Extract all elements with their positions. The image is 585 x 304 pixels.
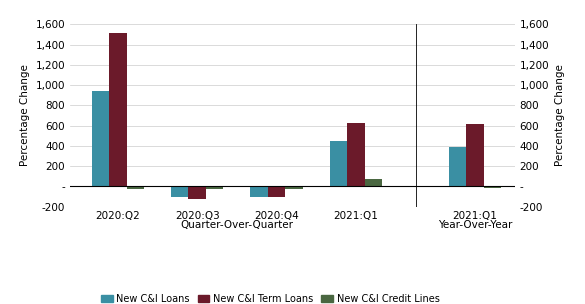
Y-axis label: Percentage Change: Percentage Change (20, 64, 30, 167)
Bar (330, 141, 347, 186)
Bar (126, 186, 144, 189)
Bar (285, 186, 303, 189)
Bar (364, 179, 382, 186)
Bar (171, 186, 188, 197)
Bar (484, 186, 501, 188)
Text: 2021:Q1: 2021:Q1 (333, 211, 378, 221)
Bar (206, 186, 223, 189)
Text: 2021:Q1: 2021:Q1 (453, 211, 497, 221)
Text: Quarter-Over-Quarter: Quarter-Over-Quarter (180, 220, 294, 230)
Bar (109, 33, 126, 186)
Text: 2020:Q4: 2020:Q4 (254, 211, 299, 221)
Text: 2020:Q2: 2020:Q2 (95, 211, 140, 221)
Bar (188, 186, 206, 199)
Bar (92, 91, 109, 186)
Legend: New C&I Loans, New C&I Term Loans, New C&I Credit Lines: New C&I Loans, New C&I Term Loans, New C… (97, 290, 443, 304)
Text: Year-Over-Year: Year-Over-Year (438, 220, 512, 230)
Y-axis label: Percentage Change: Percentage Change (555, 64, 565, 167)
Bar (466, 124, 484, 186)
Bar (347, 123, 365, 186)
Bar (250, 186, 268, 197)
Bar (268, 186, 285, 197)
Bar (449, 147, 466, 186)
Text: 2020:Q3: 2020:Q3 (175, 211, 219, 221)
